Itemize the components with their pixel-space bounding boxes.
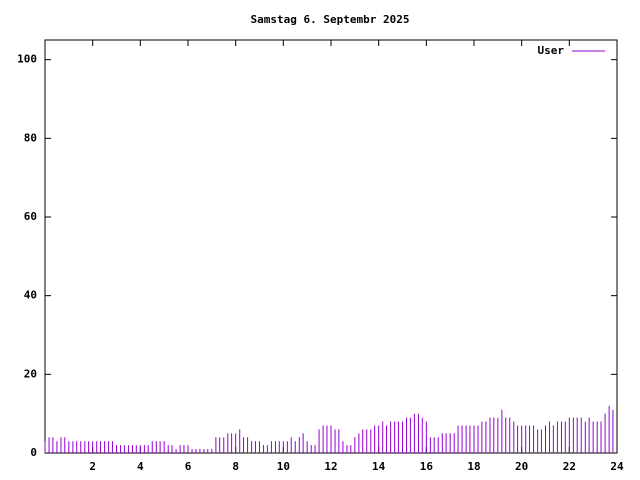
x-tick-label: 16: [420, 460, 434, 473]
x-tick-label: 18: [467, 460, 480, 473]
x-tick-label: 24: [610, 460, 624, 473]
y-tick-label: 40: [24, 289, 37, 302]
y-tick-label: 20: [24, 367, 37, 380]
y-tick-label: 60: [24, 210, 37, 223]
x-tick-label: 2: [89, 460, 96, 473]
x-tick-label: 22: [563, 460, 576, 473]
x-tick-label: 8: [232, 460, 239, 473]
legend-label: User: [538, 44, 565, 57]
y-tick-label: 100: [17, 53, 37, 66]
y-tick-label: 0: [30, 446, 37, 459]
x-tick-label: 20: [515, 460, 528, 473]
y-tick-label: 80: [24, 131, 37, 144]
x-tick-label: 4: [137, 460, 144, 473]
x-tick-label: 12: [324, 460, 337, 473]
x-tick-label: 10: [277, 460, 290, 473]
x-tick-label: 14: [372, 460, 386, 473]
x-tick-label: 6: [185, 460, 192, 473]
plot-frame: [44, 39, 618, 454]
chart-title: Samstag 6. Septembr 2025: [251, 13, 410, 26]
